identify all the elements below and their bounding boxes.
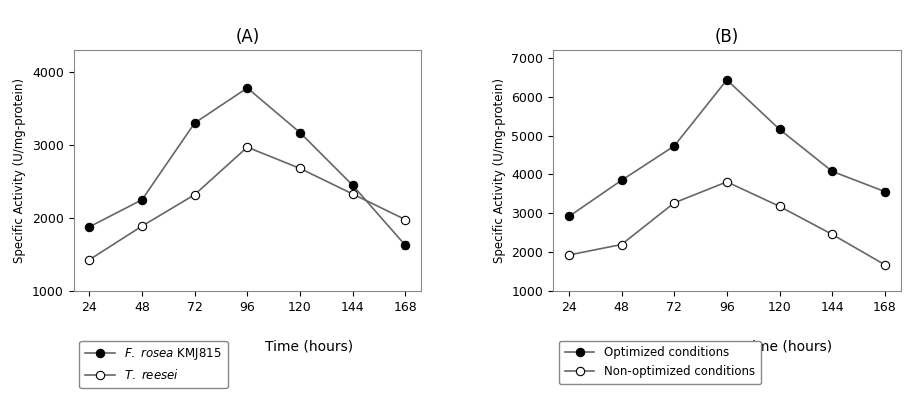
Title: (B): (B) (715, 27, 739, 46)
Title: (A): (A) (235, 27, 259, 46)
Y-axis label: Specific Activity (U/mg-protein): Specific Activity (U/mg-protein) (493, 78, 505, 263)
Y-axis label: Specific Activity (U/mg-protein): Specific Activity (U/mg-protein) (14, 78, 27, 263)
Text: Time (hours): Time (hours) (265, 339, 353, 354)
Legend: Optimized conditions, Non-optimized conditions: Optimized conditions, Non-optimized cond… (559, 341, 761, 384)
Text: Time (hours): Time (hours) (744, 339, 833, 354)
Legend: $\it{F.\ rosea}$ KMJ815, $\it{T.\ reesei}$: $\it{F.\ rosea}$ KMJ815, $\it{T.\ reesei… (79, 341, 228, 388)
